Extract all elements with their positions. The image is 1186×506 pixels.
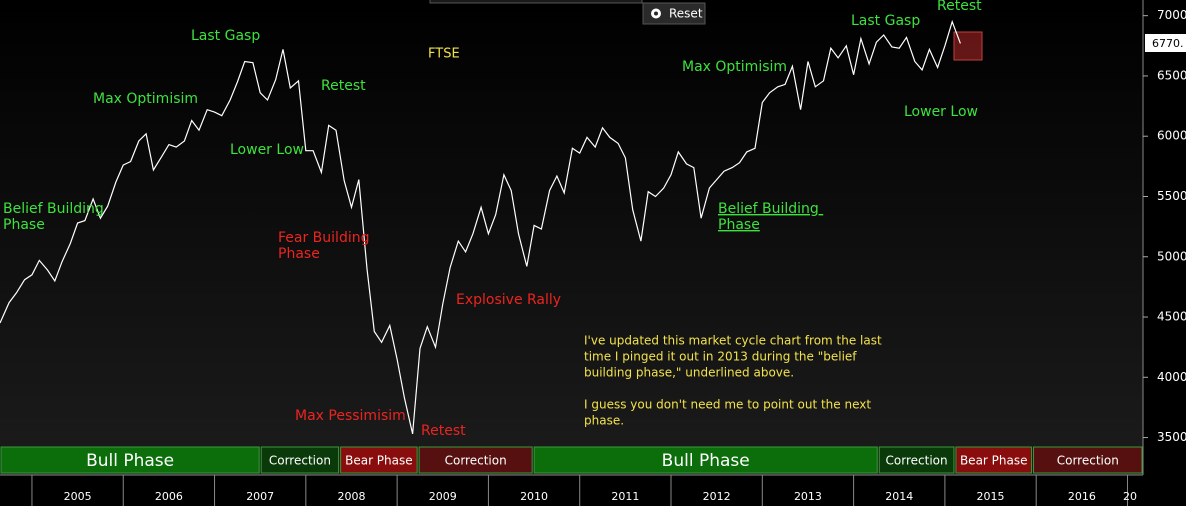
button-label[interactable]: Reset — [669, 7, 703, 21]
phase-bar — [260, 446, 340, 474]
last-price-box — [1145, 34, 1186, 52]
phase-label: Correction — [269, 454, 331, 468]
annotation: Phase — [3, 217, 45, 233]
phase-label: Bull Phase — [86, 451, 174, 471]
x-tick-label: 2014 — [885, 490, 913, 503]
annotation: Phase — [278, 246, 320, 262]
annotation: Last Gasp — [851, 13, 920, 29]
phase-bar — [955, 446, 1033, 474]
x-tick-label: 2015 — [977, 490, 1005, 503]
y-tick-label: 5000 — [1157, 249, 1186, 263]
annotation: Phase — [718, 217, 760, 233]
x-tick-label: 20 — [1123, 490, 1137, 503]
phase-bar — [1033, 446, 1143, 474]
x-tick-label: 2009 — [429, 490, 457, 503]
annotation: Retest — [937, 0, 982, 14]
annotations: Belief Building Phase Max Optimisim Last… — [3, 0, 982, 439]
x-tick-label: 2005 — [64, 490, 92, 503]
x-tick-label: 2007 — [246, 490, 274, 503]
y-tick-label: 4000 — [1157, 370, 1186, 384]
note-line: I've updated this market cycle chart fro… — [584, 334, 882, 348]
note-line: building phase," underlined above. — [584, 366, 794, 380]
marks: 3500 4000 4500 5000 5500 6000 6500 7000 2005 2006… — [0, 8, 1186, 506]
annotation: Belief Building — [718, 201, 823, 217]
radio-dot — [654, 11, 658, 16]
annotation: Max Optimisim — [93, 91, 198, 107]
annotation: Max Optimisim — [682, 59, 787, 75]
x-tick-label: 2011 — [611, 490, 639, 503]
y-tick-label: 7000 — [1157, 8, 1186, 22]
note-line: time I pinged it out in 2013 during the … — [584, 350, 857, 364]
annotation: Lower Low — [904, 104, 978, 120]
phase-bar — [0, 446, 260, 474]
note: I've updated this market cycle chart fro… — [584, 334, 882, 428]
y-tick-label: 3500 — [1157, 430, 1186, 444]
y-tick-label: 4500 — [1157, 310, 1186, 324]
x-tick-label: 2010 — [520, 490, 548, 503]
annotation: Lower Low — [230, 142, 304, 158]
x-tick-label: 2016 — [1068, 490, 1096, 503]
last-price-label: 6770. — [1152, 37, 1184, 50]
annotation: Last Gasp — [191, 28, 260, 44]
phase-bar — [340, 446, 418, 474]
phase-label: Correction — [445, 454, 507, 468]
annotation: Retest — [421, 423, 466, 439]
toolbar — [429, 0, 643, 4]
phase-label: Bear Phase — [960, 454, 1028, 468]
note-line: I guess you don't need me to point out t… — [584, 398, 871, 412]
highlight-box — [953, 31, 983, 61]
phase-bar — [533, 446, 878, 474]
phase-bar — [418, 446, 533, 474]
y-tick-label: 6500 — [1157, 68, 1186, 82]
x-tick-label: 2013 — [794, 490, 822, 503]
annotation: Fear Building — [278, 230, 369, 246]
plot-background — [0, 0, 1143, 475]
phase-label: Correction — [1057, 454, 1119, 468]
phase-label: Correction — [886, 454, 948, 468]
reset-button[interactable]: Reset — [642, 2, 706, 25]
button-frame[interactable] — [642, 2, 706, 25]
phase-bar — [878, 446, 955, 474]
x-tick-label: 2012 — [703, 490, 731, 503]
phase-label: Bear Phase — [345, 454, 413, 468]
price-line — [0, 19, 961, 435]
phase-label: Bull Phase — [662, 451, 750, 471]
y-tick-label: 5500 — [1157, 189, 1186, 203]
annotation: Belief Building — [3, 201, 104, 217]
y-tick-label: 6000 — [1157, 129, 1186, 143]
note-line: phase. — [584, 414, 624, 428]
annotation: Max Pessimisim — [295, 408, 406, 424]
annotation: Explosive Rally — [456, 292, 561, 308]
chart-title: FTSE — [428, 47, 460, 62]
annotation: Retest — [321, 78, 366, 94]
x-tick-label: 2006 — [155, 490, 183, 503]
x-tick-label: 2008 — [337, 490, 365, 503]
x-axis-background — [0, 475, 1143, 506]
